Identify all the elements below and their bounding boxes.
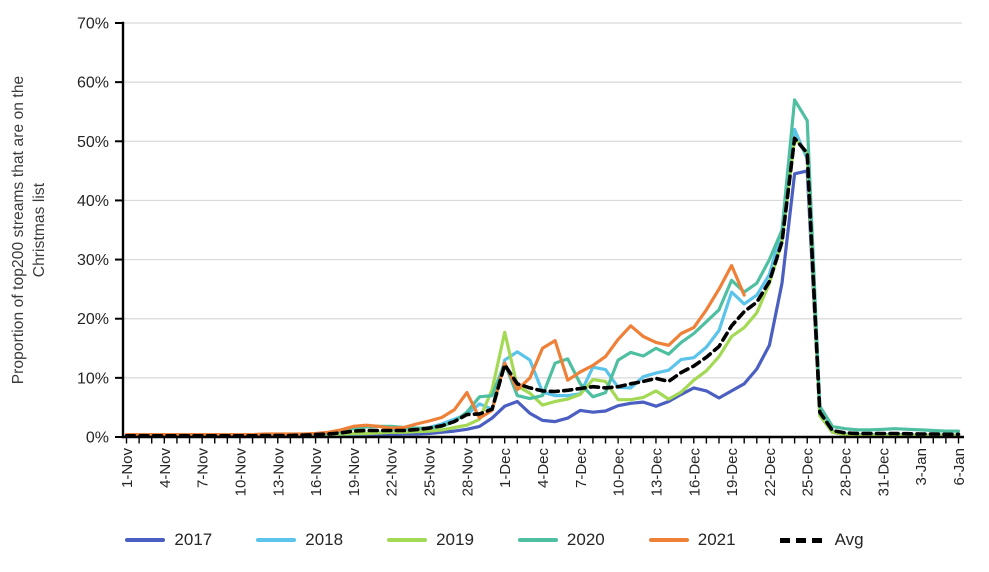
legend-swatch-2017: [125, 537, 166, 543]
x-tick-label: 4-Dec: [535, 448, 552, 489]
x-tick-label: 25-Nov: [422, 448, 439, 497]
legend-label: Avg: [834, 530, 864, 549]
series-line-2020: [124, 98, 961, 438]
y-tick-label: 70%: [77, 16, 109, 33]
legend-swatch-2020: [517, 537, 558, 543]
x-tick-label: 1-Dec: [497, 448, 514, 489]
legend-label: 2020: [566, 530, 605, 549]
y-tick-label: 60%: [77, 75, 109, 92]
legend-label: 2019: [436, 530, 474, 549]
x-tick-label: 13-Dec: [648, 448, 665, 497]
legend-item-2021: 2021: [648, 530, 736, 550]
legend-swatch-2018: [256, 537, 297, 543]
x-tick-label: 25-Dec: [800, 448, 817, 497]
x-tick-label: 10-Nov: [232, 448, 249, 497]
x-tick-label: 1-Nov: [119, 448, 136, 489]
legend-item-avg: Avg: [779, 530, 864, 550]
y-tick-label: 10%: [77, 370, 109, 387]
x-tick-label: 19-Nov: [346, 448, 363, 497]
x-tick-label: 28-Dec: [838, 448, 855, 497]
legend-item-2020: 2020: [517, 530, 605, 550]
legend-item-2018: 2018: [256, 530, 343, 550]
x-tick-label: 10-Dec: [611, 448, 628, 497]
x-tick-label: 3-Jan: [913, 448, 930, 486]
y-tick-label: 0%: [86, 430, 109, 447]
legend-swatch-2021: [648, 537, 689, 543]
x-tick-label: 6-Jan: [951, 448, 968, 486]
y-tick-label: 40%: [77, 193, 109, 210]
legend-swatch-2019: [387, 537, 428, 543]
x-tick-label: 22-Nov: [384, 448, 401, 497]
series-line-Avg: [124, 136, 961, 438]
x-tick-label: 16-Nov: [308, 448, 325, 497]
legend-label: 2021: [697, 530, 736, 549]
legend: 2017 2018 2019 2020 2021 Avg: [0, 524, 989, 556]
legend-item-2017: 2017: [125, 530, 212, 550]
x-tick-label: 19-Dec: [724, 448, 741, 497]
x-tick-label: 4-Nov: [157, 448, 174, 489]
x-tick-label: 28-Nov: [459, 448, 476, 497]
x-tick-label: 13-Nov: [270, 448, 287, 497]
line-chart: 0% 10% 20% 30% 40% 50% 60% 70% 1-Nov 4-Nov 7-Nov 10…: [77, 16, 968, 497]
y-axis-title-line2: Christmas list: [31, 182, 48, 278]
legend-label: 2018: [305, 530, 344, 549]
y-tick-label: 20%: [77, 311, 109, 328]
y-tick-label: 50%: [77, 134, 109, 151]
x-tick-label: 7-Dec: [573, 448, 590, 489]
x-tick-label: 16-Dec: [686, 448, 703, 497]
y-axis-title: Proportion of top200 streams that are on…: [8, 10, 52, 450]
x-tick-label: 22-Dec: [762, 448, 779, 497]
legend-item-2019: 2019: [387, 530, 474, 550]
x-tick-label: 7-Nov: [195, 448, 212, 489]
legend-label: 2017: [174, 530, 213, 549]
y-axis-title-line1: Proportion of top200 streams that are on…: [10, 75, 27, 385]
y-tick-label: 30%: [77, 252, 109, 269]
legend-swatch-avg: [779, 537, 826, 543]
x-tick-label: 31-Dec: [875, 448, 892, 497]
